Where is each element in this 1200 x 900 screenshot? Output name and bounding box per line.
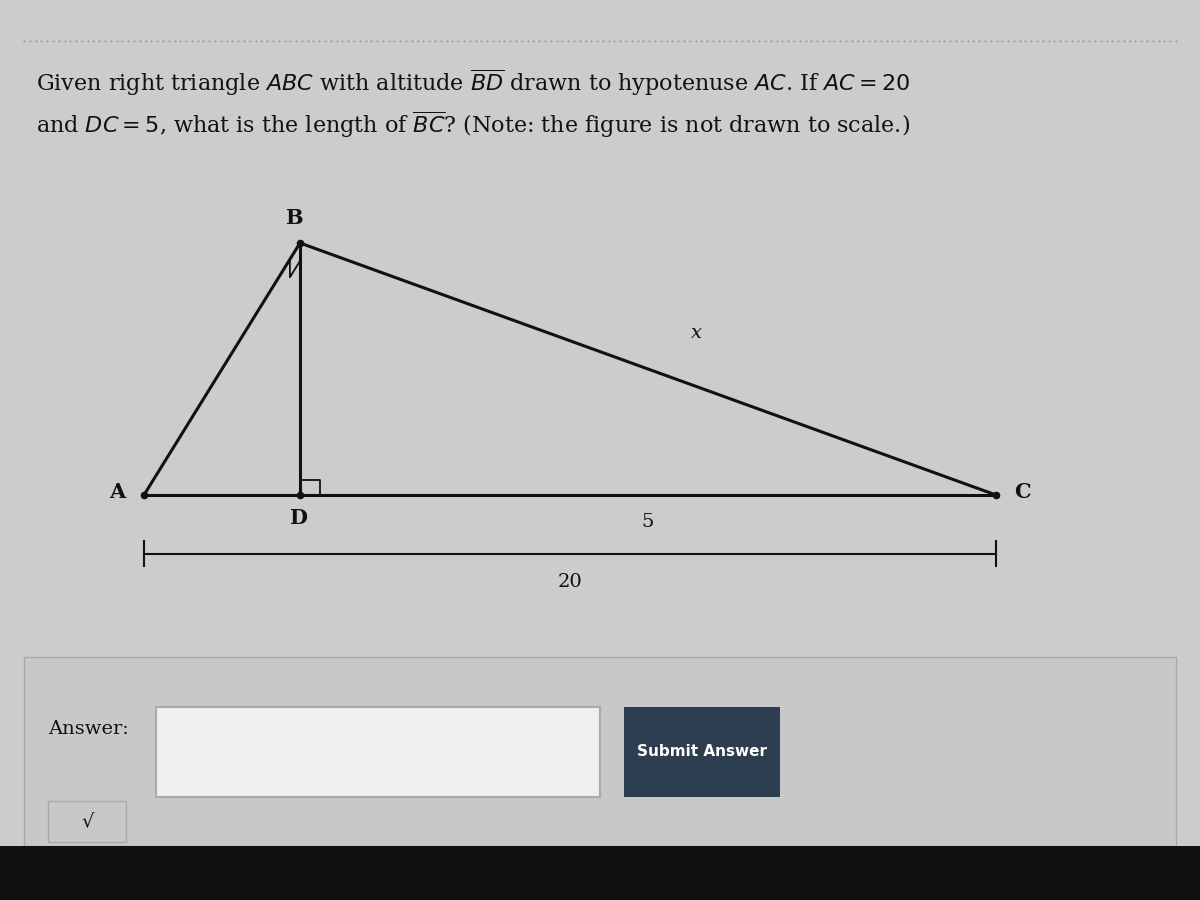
Bar — [156, 706, 600, 796]
Bar — [624, 706, 780, 796]
Bar — [48, 801, 126, 842]
Text: √: √ — [82, 811, 94, 831]
Bar — [0, 846, 1200, 900]
Text: 5: 5 — [642, 513, 654, 531]
Text: 20: 20 — [558, 573, 582, 591]
Bar — [24, 657, 1176, 846]
Text: Submit Answer: Submit Answer — [637, 744, 767, 759]
Text: Answer:: Answer: — [48, 720, 128, 738]
Text: x: x — [690, 324, 702, 342]
Text: D: D — [289, 508, 307, 527]
Text: A: A — [109, 482, 126, 502]
Text: C: C — [1014, 482, 1031, 502]
Text: and $\mathit{DC} = 5$, what is the length of $\overline{BC}$? (Note: the figure : and $\mathit{DC} = 5$, what is the lengt… — [36, 110, 910, 140]
Text: Given right triangle $\mathit{ABC}$ with altitude $\overline{BD}$ drawn to hypot: Given right triangle $\mathit{ABC}$ with… — [36, 68, 911, 98]
Text: B: B — [286, 208, 302, 228]
